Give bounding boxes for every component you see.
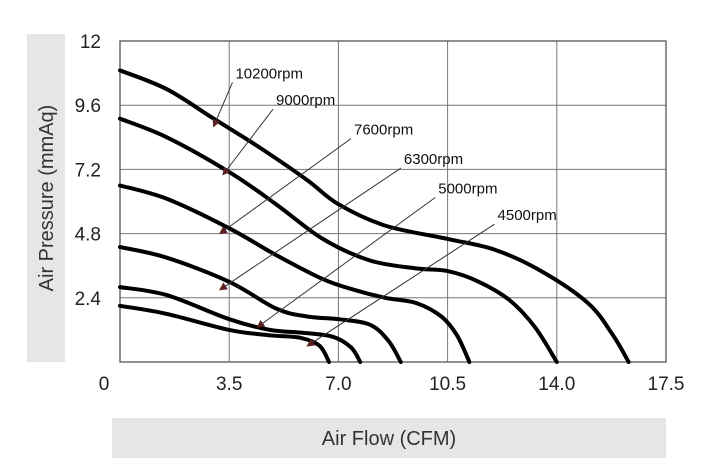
curve-annotations: 10200rpm 9000rpm 7600rpm 6300rpm 5000rpm4500… [212, 65, 557, 347]
y-axis-title: Air Pressure (mmAq) [36, 105, 58, 292]
annotation-arrow [219, 138, 352, 235]
curve-label: 6300rpm [404, 151, 463, 168]
y-tick-label: 4.8 [75, 225, 101, 246]
curve-7600rpm [118, 183, 472, 364]
x-axis-title-band [112, 418, 666, 458]
curve-label: 9000rpm [276, 92, 335, 109]
curve-9000rpm [118, 116, 559, 364]
y-tick-label: 2.4 [75, 289, 102, 310]
plot-frame [119, 40, 667, 363]
annotation-arrow [212, 82, 233, 128]
x-tick-label: 7.0 [325, 374, 351, 395]
annotation-arrow [256, 197, 436, 328]
y-tick-label: 7.2 [75, 160, 101, 181]
curve-label: 10200rpm [235, 65, 303, 82]
curve-label: 4500rpm [498, 207, 557, 224]
x-tick-label: 17.5 [648, 374, 685, 395]
x-tick-label: 0 [99, 374, 110, 395]
annotation-arrow [219, 167, 402, 291]
x-tick-label: 14.0 [538, 374, 575, 395]
grid [119, 40, 667, 363]
curve-label: 7600rpm [354, 122, 413, 139]
annotation-arrow [306, 223, 495, 347]
y-tick-label: 9.6 [75, 96, 101, 117]
y-axis-title-band [27, 34, 65, 362]
tick-labels: 0 3.5 7.0 10.5 14.0 17.5 2.4 4.8 7.2 9.6 12 [75, 32, 685, 395]
curve-4500rpm [118, 303, 331, 364]
curve-6300rpm [118, 245, 403, 364]
annotation-arrow [222, 108, 274, 176]
x-axis-title: Air Flow (CFM) [322, 428, 456, 450]
x-tick-label: 10.5 [429, 374, 466, 395]
y-tick-label: 12 [80, 32, 101, 53]
curve-label: 5000rpm [438, 180, 497, 197]
curve-5000rpm [118, 285, 363, 364]
x-tick-label: 3.5 [216, 374, 242, 395]
